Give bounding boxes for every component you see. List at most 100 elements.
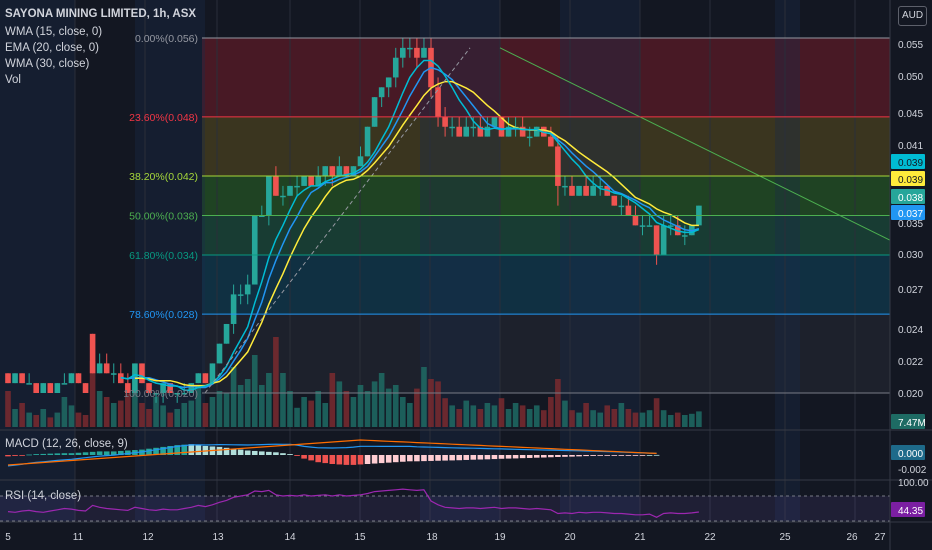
currency-button[interactable]: AUD: [898, 6, 927, 26]
volume-bar: [125, 393, 131, 427]
rsi-band: [0, 496, 890, 521]
time-axis-label: 27: [874, 532, 886, 543]
candle-body: [371, 97, 378, 127]
macd-histogram-bar: [237, 449, 244, 455]
macd-histogram-bar: [26, 454, 32, 456]
candle-body: [392, 57, 399, 78]
candle-body: [216, 343, 223, 364]
macd-histogram-bar: [590, 455, 596, 456]
volume-bar: [244, 379, 251, 427]
volume-bar: [400, 397, 406, 427]
macd-histogram-bar: [343, 455, 350, 465]
macd-histogram-bar: [512, 455, 519, 459]
macd-histogram-bar: [308, 455, 314, 461]
volume-bar: [385, 388, 392, 427]
time-axis-label: 13: [212, 532, 224, 543]
session-shade: [135, 0, 205, 522]
indicator-wma15-label[interactable]: WMA (15, close, 0): [5, 26, 103, 38]
candle-body: [19, 373, 25, 384]
macd-histogram-bar: [315, 455, 321, 463]
macd-histogram-bar: [541, 455, 547, 458]
indicator-wma30-label[interactable]: WMA (30, close): [5, 58, 90, 70]
volume-bar: [209, 397, 216, 427]
volume-bar: [505, 409, 512, 427]
fib-retracement[interactable]: 0.00%(0.056) 23.60%(0.048) 38.20%(0.042) 50…: [123, 33, 890, 400]
candle-body: [682, 235, 688, 237]
volume-bar: [237, 385, 244, 427]
volume-bar: [632, 412, 639, 427]
volume-bar: [315, 391, 321, 427]
time-axis-label: 20: [564, 532, 576, 543]
close-price-tag-bg: [891, 171, 925, 186]
candle-body: [174, 393, 180, 395]
session-shade: [0, 0, 75, 522]
volume-bar: [350, 397, 357, 427]
macd-histogram-bar: [519, 455, 526, 459]
candle-body: [491, 116, 498, 127]
macd-histogram-bar: [407, 455, 413, 462]
rsi-axis-label: 100.00: [898, 478, 929, 489]
price-axis-label: 0.027: [898, 285, 923, 296]
candle-body: [89, 333, 96, 374]
candle-body: [562, 185, 568, 188]
indicator-volume-label[interactable]: Vol: [5, 74, 21, 86]
volume-bar: [195, 385, 202, 427]
candle-body: [653, 225, 660, 255]
candle-body: [667, 225, 674, 227]
macd-histogram-bar: [82, 452, 89, 455]
candle-body: [40, 383, 47, 393]
fib-level-label: 61.80%(0.034): [129, 250, 198, 262]
volume-bar: [343, 391, 350, 427]
volume-bar: [47, 417, 54, 427]
volume-bar: [336, 381, 343, 427]
volume-bar: [435, 381, 441, 427]
rsi-line: [7, 488, 699, 518]
candle-body: [315, 176, 321, 186]
moving-averages: [120, 47, 891, 394]
volume-bar: [174, 409, 180, 427]
volume-bar: [696, 411, 702, 427]
macd-histogram-bar: [259, 451, 265, 455]
macd-label[interactable]: MACD (12, 26, close, 9): [5, 438, 128, 450]
time-axis[interactable]: 5 11 12 13 14 15 18 19 20 21 22 25 26 27: [5, 532, 886, 543]
volume-bar: [576, 412, 582, 427]
candle-body: [357, 156, 364, 167]
macd-histogram-bar: [653, 454, 660, 456]
session-shade: [560, 0, 640, 522]
macd-line: [7, 443, 657, 467]
volume-bar: [392, 385, 399, 427]
volume-bar: [555, 379, 561, 427]
macd-histogram-bar: [294, 455, 300, 456]
macd-histogram-bar: [195, 445, 202, 455]
candle-body: [526, 136, 533, 139]
volume-bar: [280, 373, 286, 427]
candle-body: [519, 126, 526, 137]
price-axis-label: 0.024: [898, 325, 923, 336]
ema20-price-tag-bg: [891, 189, 925, 204]
volume-bar: [54, 412, 61, 427]
volume-bar: [625, 409, 632, 427]
rsi-tag-bg: [891, 502, 925, 517]
volume-bar: [421, 367, 427, 427]
macd-histogram-bar: [526, 455, 533, 458]
volume-bar: [533, 405, 540, 427]
volume-bar: [357, 385, 364, 427]
fib-trend-line: [204, 47, 471, 394]
macd-histogram-bar: [54, 453, 61, 455]
macd-histogram-bar: [357, 455, 364, 465]
macd-histogram-bar: [40, 453, 47, 455]
price-axis[interactable]: 0.055 0.050 0.045 0.041 0.035 0.030 0.027 0.024…: [889, 0, 929, 550]
macd-histogram-bar: [392, 455, 399, 463]
candle-body: [322, 166, 329, 177]
indicator-ema20-label[interactable]: EMA (20, close, 0): [5, 42, 99, 54]
time-axis-label: 19: [494, 532, 506, 543]
time-axis-label: 12: [142, 532, 154, 543]
rsi-label[interactable]: RSI (14, close): [5, 490, 82, 502]
macd-histogram-bar: [449, 455, 455, 461]
macd-histogram-bar: [484, 455, 491, 460]
price-axis-label: 0.045: [898, 109, 923, 120]
macd-histogram-bar: [611, 455, 618, 456]
candle-body: [555, 146, 561, 186]
candle-body: [646, 225, 653, 227]
